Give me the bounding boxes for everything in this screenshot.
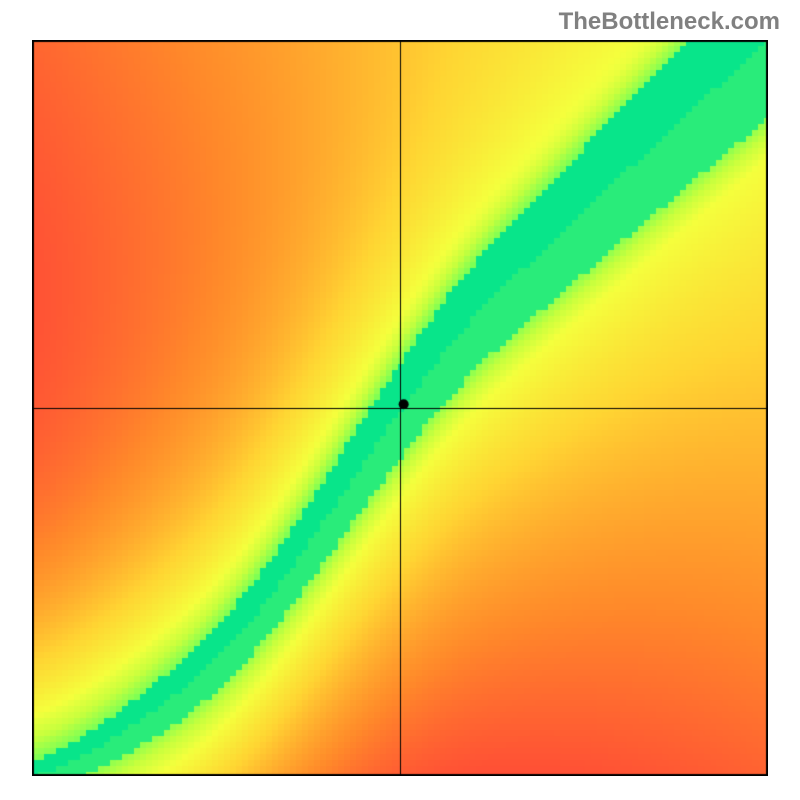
bottleneck-heatmap bbox=[32, 40, 768, 776]
watermark-text: TheBottleneck.com bbox=[559, 8, 780, 36]
